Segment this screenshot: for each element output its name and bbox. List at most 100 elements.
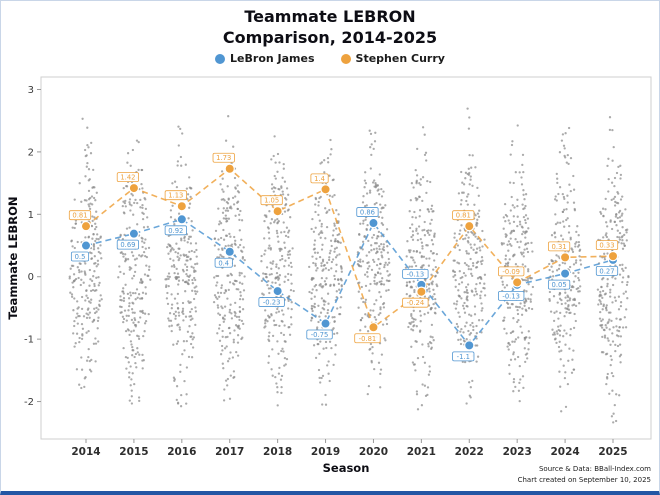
x-tick-label: 2019 (311, 446, 340, 458)
svg-text:1.73: 1.73 (216, 154, 231, 162)
svg-text:0.27: 0.27 (599, 267, 614, 275)
point-label: -0.81 (354, 333, 381, 344)
x-tick-label: 2023 (503, 446, 532, 458)
data-point (80, 240, 92, 251)
point-label: 0.05 (547, 279, 571, 290)
data-point (416, 286, 427, 297)
data-point (368, 217, 379, 229)
y-tick-label: 3 (28, 85, 34, 96)
data-point (559, 268, 571, 279)
y-tick-label: 2 (28, 147, 34, 158)
plot-border (40, 76, 652, 440)
legend-label-lebron: LeBron James (230, 52, 315, 65)
x-tick-label: 2014 (71, 446, 100, 458)
point-label: 0.92 (164, 225, 187, 236)
x-tick-label: 2021 (407, 446, 436, 458)
data-point (511, 277, 523, 288)
point-label: 0.81 (68, 210, 92, 221)
point-label: -0.23 (258, 297, 285, 307)
legend: LeBron James Stephen Curry (1, 52, 659, 65)
x-tick-label: 2018 (263, 446, 292, 458)
data-point (464, 340, 475, 351)
data-point (176, 214, 188, 225)
legend-item-curry: Stephen Curry (340, 52, 445, 65)
chart-title: Teammate LEBRON Comparison, 2014-2025 (1, 6, 659, 48)
svg-text:0.4: 0.4 (218, 259, 229, 267)
point-label: -0.09 (498, 266, 525, 277)
point-label: 0.86 (356, 207, 379, 217)
y-tick-label: -2 (24, 397, 34, 408)
x-tick-label: 2017 (215, 446, 244, 458)
point-label: 0.81 (452, 210, 475, 221)
svg-text:0.31: 0.31 (552, 243, 567, 251)
chart-title-line1: Teammate LEBRON (244, 7, 416, 26)
data-point (607, 250, 619, 262)
point-label: 0.31 (547, 241, 571, 252)
point-label: 0.27 (595, 265, 619, 276)
legend-item-lebron: LeBron James (215, 52, 315, 65)
data-point (559, 252, 571, 263)
beeswarm-layer (68, 107, 630, 424)
y-tick-label: 1 (28, 210, 34, 221)
point-label: 1.73 (212, 152, 235, 163)
data-point (224, 163, 235, 174)
x-tick-label: 2025 (598, 446, 627, 458)
point-label: 0.69 (116, 239, 140, 250)
data-point (464, 220, 475, 232)
x-tick-label: 2024 (550, 446, 579, 458)
data-point (80, 220, 92, 232)
x-tick-label: 2015 (119, 446, 148, 458)
svg-text:0.69: 0.69 (120, 241, 135, 249)
series-line (85, 167, 614, 329)
x-tick-label: 2016 (167, 446, 196, 458)
series-line (85, 218, 614, 347)
point-label: 1.05 (260, 195, 283, 206)
svg-text:0.81: 0.81 (72, 212, 87, 220)
footer: Source & Data: BBall-Index.com Chart cre… (518, 464, 651, 485)
point-label: 0.4 (214, 257, 233, 268)
x-axis-title: Season (322, 461, 370, 475)
svg-text:-0.13: -0.13 (502, 292, 520, 300)
svg-text:1.42: 1.42 (120, 174, 135, 182)
point-label: -0.24 (402, 297, 429, 308)
svg-text:-0.24: -0.24 (407, 299, 425, 307)
svg-text:0.5: 0.5 (75, 253, 86, 261)
data-point (272, 285, 283, 297)
svg-text:0.05: 0.05 (552, 281, 567, 289)
data-point (272, 205, 283, 217)
svg-text:-0.13: -0.13 (407, 270, 425, 278)
x-tick-label: 2022 (455, 446, 484, 458)
svg-text:0.92: 0.92 (168, 227, 183, 235)
point-label: -1.1 (452, 351, 475, 362)
chart-title-line2: Comparison, 2014-2025 (222, 28, 438, 48)
point-label: 1.4 (310, 173, 329, 184)
data-point (320, 318, 331, 329)
svg-text:0.81: 0.81 (456, 212, 471, 220)
point-label: -0.75 (306, 329, 333, 340)
point-label: 0.33 (595, 240, 619, 251)
svg-text:1.4: 1.4 (314, 175, 325, 183)
svg-text:0.33: 0.33 (599, 242, 614, 250)
data-point (224, 246, 235, 257)
data-point (368, 322, 379, 333)
point-label: 0.5 (70, 251, 90, 262)
created-text: Chart created on September 10, 2025 (517, 475, 651, 484)
x-tick-label: 2020 (359, 446, 388, 458)
data-point (176, 200, 188, 212)
point-label: -0.13 (402, 268, 429, 279)
y-tick-label: -1 (24, 335, 34, 346)
svg-text:-0.81: -0.81 (359, 335, 377, 343)
point-label: 1.13 (164, 190, 187, 201)
y-tick-label: 0 (28, 272, 34, 283)
data-point (128, 228, 140, 239)
svg-text:1.13: 1.13 (168, 192, 183, 200)
svg-text:-0.09: -0.09 (502, 268, 520, 276)
svg-text:0.86: 0.86 (360, 209, 375, 217)
svg-text:-0.75: -0.75 (311, 331, 329, 339)
point-label: 1.42 (116, 172, 140, 182)
svg-text:1.05: 1.05 (264, 197, 279, 205)
legend-label-curry: Stephen Curry (355, 52, 445, 65)
legend-marker-curry-icon (340, 53, 351, 64)
